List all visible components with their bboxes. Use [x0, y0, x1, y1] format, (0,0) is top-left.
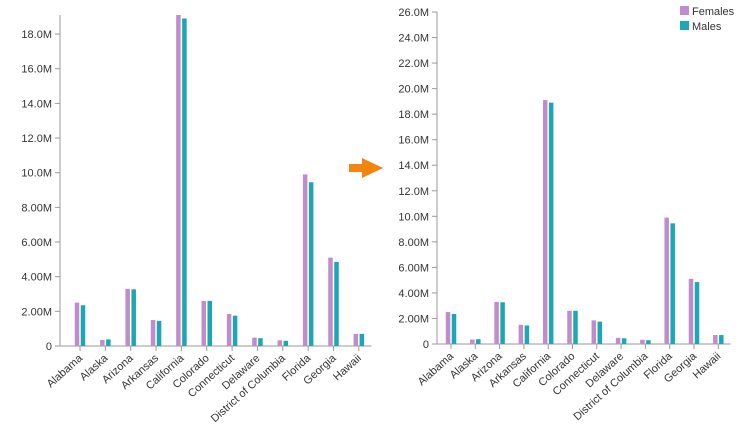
bar-females-delaware[interactable] — [615, 337, 621, 344]
bar-females-arkansas[interactable] — [150, 320, 156, 346]
bar-females-california[interactable] — [542, 100, 548, 344]
bar-females-georgia[interactable] — [688, 278, 694, 344]
bar-males-colorado[interactable] — [573, 310, 578, 344]
bar-males-california[interactable] — [182, 18, 187, 346]
bar-females-florida[interactable] — [302, 174, 308, 346]
chart-left: 0 2.00M 4.00M 6.00M 8.00M 10.0M 12.0M 14.0M 16.0… — [21, 15, 372, 425]
y-tick-label: 6.00M — [21, 237, 52, 249]
arrow-right-icon — [349, 158, 383, 178]
y-tick-label: 0 — [46, 341, 52, 353]
y-tick-label: 8.00M — [21, 202, 52, 214]
y-tick-label: 18.0M — [21, 29, 52, 41]
x-tick-label: Hawaii — [331, 352, 364, 383]
bar-males-delaware[interactable] — [258, 338, 263, 346]
y-tick-label: 6.00M — [398, 262, 429, 274]
legend-swatch-males — [680, 21, 689, 30]
bar-males-arkansas[interactable] — [156, 320, 162, 346]
bar-males-arizona[interactable] — [131, 289, 136, 346]
bar-males-hawaii[interactable] — [719, 335, 724, 344]
bar-males-georgia[interactable] — [694, 282, 700, 344]
legend-label-males: Males — [692, 21, 722, 33]
bar-females-arkansas[interactable] — [518, 324, 524, 344]
bar-females-alabama[interactable] — [445, 312, 451, 344]
bar-females-georgia[interactable] — [328, 257, 333, 346]
bar-females-colorado[interactable] — [201, 300, 207, 346]
bar-females-connecticut[interactable] — [591, 320, 597, 344]
bar-males-georgia[interactable] — [334, 261, 339, 346]
y-tick-label: 12.0M — [398, 186, 429, 198]
y-tick-label: 4.00M — [21, 272, 52, 284]
y-tick-label: 18.0M — [398, 109, 429, 121]
bar-females-delaware[interactable] — [252, 337, 257, 346]
x-tick-label: Alabama — [45, 352, 86, 391]
legend-swatch-females — [680, 6, 689, 15]
y-tick-label: 20.0M — [398, 84, 429, 96]
bar-females-alaska[interactable] — [470, 339, 475, 344]
y-tick-label: 8.00M — [398, 237, 429, 249]
bar-males-alaska[interactable] — [476, 339, 481, 344]
bar-males-florida[interactable] — [308, 182, 314, 346]
bar-males-district-of-columbia[interactable] — [283, 340, 289, 346]
bar-males-arizona[interactable] — [500, 302, 505, 344]
legend-label-females: Females — [692, 6, 735, 18]
bar-females-alabama[interactable] — [74, 302, 80, 346]
bar-females-district-of-columbia[interactable] — [640, 339, 645, 344]
y-tick-label: 2.00M — [21, 306, 52, 318]
y-tick-label: 16.0M — [21, 64, 52, 76]
legend: Females Males — [680, 6, 735, 33]
bar-males-arkansas[interactable] — [524, 325, 530, 344]
bar-females-colorado[interactable] — [567, 310, 572, 344]
bar-females-hawaii[interactable] — [713, 335, 718, 344]
y-tick-label: 14.0M — [398, 160, 429, 172]
x-tick-label: Hawaii — [691, 350, 724, 381]
y-tick-label: 4.00M — [398, 288, 429, 300]
bar-males-california[interactable] — [548, 102, 554, 345]
y-tick-label: 10.0M — [21, 168, 52, 180]
y-tick-label: 24.0M — [398, 33, 429, 45]
bar-males-alaska[interactable] — [106, 339, 111, 346]
bar-males-alabama[interactable] — [80, 305, 86, 346]
bar-females-connecticut[interactable] — [226, 313, 232, 346]
bar-females-florida[interactable] — [664, 217, 669, 344]
y-tick-label: 12.0M — [21, 133, 52, 145]
y-tick-label: 0 — [423, 339, 429, 351]
bar-males-hawaii[interactable] — [359, 333, 365, 346]
bar-males-alabama[interactable] — [451, 313, 457, 344]
bar-females-district-of-columbia[interactable] — [277, 340, 283, 346]
bar-males-connecticut[interactable] — [597, 321, 603, 344]
bar-males-connecticut[interactable] — [232, 315, 238, 346]
bar-females-hawaii[interactable] — [353, 333, 359, 346]
bar-males-delaware[interactable] — [621, 338, 627, 344]
y-tick-label: 16.0M — [398, 135, 429, 147]
y-tick-label: 26.0M — [398, 7, 429, 19]
bar-males-district-of-columbia[interactable] — [646, 340, 651, 344]
bar-females-california[interactable] — [176, 15, 181, 346]
y-tick-label: 2.00M — [398, 313, 429, 325]
y-tick-label: 14.0M — [21, 98, 52, 110]
bar-females-alaska[interactable] — [100, 339, 105, 346]
bar-females-arizona[interactable] — [494, 301, 499, 344]
y-tick-label: 10.0M — [398, 211, 429, 223]
chart-right: 0 2.00M 4.00M 6.00M 8.00M 10.0M 12.0M 14.0M 16.0… — [398, 7, 731, 423]
bar-males-colorado[interactable] — [207, 300, 213, 346]
bar-males-florida[interactable] — [670, 223, 675, 344]
bar-females-arizona[interactable] — [125, 288, 130, 346]
y-tick-label: 22.0M — [398, 58, 429, 70]
